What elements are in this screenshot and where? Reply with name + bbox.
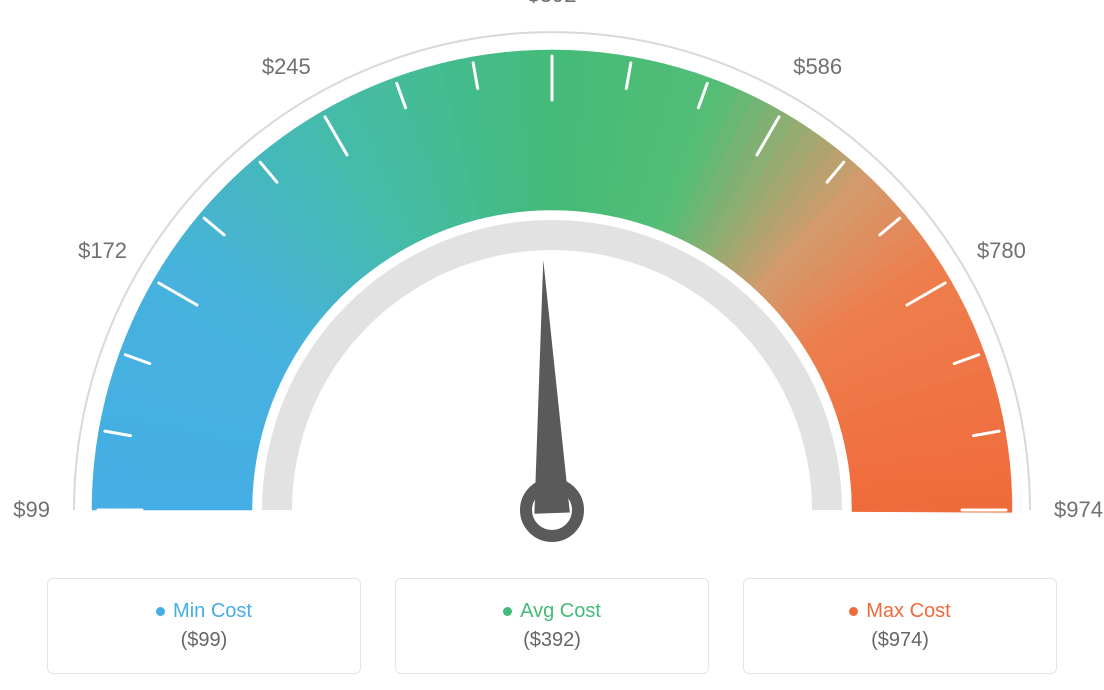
- legend-title-avg: Avg Cost: [503, 600, 601, 623]
- dot-icon: [503, 607, 512, 616]
- legend-card-min: Min Cost ($99): [47, 578, 361, 674]
- tick-label: $245: [262, 54, 311, 80]
- tick-label: $172: [78, 238, 127, 264]
- tick-label: $780: [977, 238, 1026, 264]
- legend-label-max: Max Cost: [866, 600, 950, 623]
- legend-value-avg: ($392): [523, 629, 581, 652]
- dot-icon: [156, 607, 165, 616]
- legend-label-avg: Avg Cost: [520, 600, 601, 623]
- legend-title-max: Max Cost: [849, 600, 950, 623]
- gauge-svg: [0, 0, 1104, 560]
- legend-row: Min Cost ($99) Avg Cost ($392) Max Cost …: [0, 578, 1104, 674]
- tick-label: $586: [793, 54, 842, 80]
- tick-label: $974: [1054, 497, 1103, 523]
- legend-value-max: ($974): [871, 629, 929, 652]
- legend-title-min: Min Cost: [156, 600, 252, 623]
- tick-label: $99: [13, 497, 50, 523]
- legend-value-min: ($99): [181, 629, 228, 652]
- legend-card-max: Max Cost ($974): [743, 578, 1057, 674]
- legend-card-avg: Avg Cost ($392): [395, 578, 709, 674]
- legend-label-min: Min Cost: [173, 600, 252, 623]
- tick-label: $392: [528, 0, 577, 8]
- gauge: $99 $172 $245 $392 $586 $780 $974: [0, 0, 1104, 560]
- dot-icon: [849, 607, 858, 616]
- chart-container: $99 $172 $245 $392 $586 $780 $974 Min Cost ($9…: [0, 0, 1104, 690]
